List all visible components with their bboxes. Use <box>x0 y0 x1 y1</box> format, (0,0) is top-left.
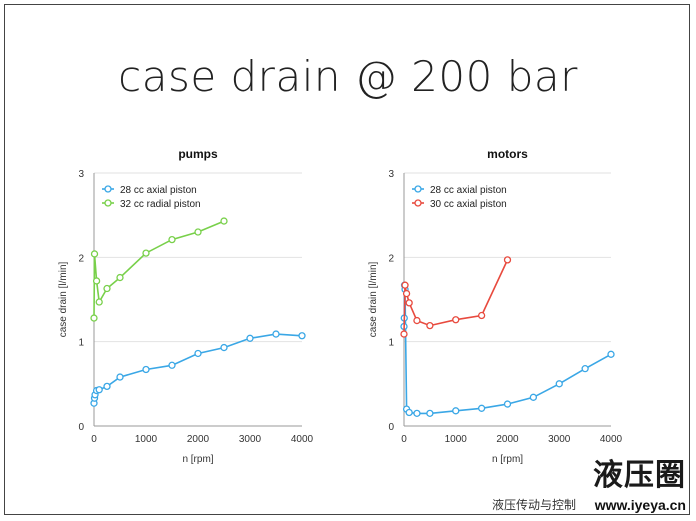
pumps-series-1-point-7 <box>168 235 176 244</box>
motors-ytick-label-2: 2 <box>388 253 394 264</box>
motors-series-line-0 <box>403 285 612 415</box>
motors-series-1-point-0 <box>400 330 408 338</box>
pumps-series-1-point-6 <box>142 249 150 257</box>
motors-series-1-point-5 <box>426 321 434 330</box>
motors-series-0-point-9 <box>477 404 486 412</box>
motors-ytick-label-3: 3 <box>388 169 394 180</box>
pumps-series-1-point-8 <box>194 228 202 236</box>
pumps-series-line-1 <box>93 220 225 319</box>
motors-series-1-point-3 <box>405 299 413 307</box>
motors-xtick-label-1: 1000 <box>445 434 468 445</box>
motors-series-0-point-12 <box>555 380 563 388</box>
pumps-xtick-label-3: 3000 <box>239 434 262 445</box>
motors-series-0-point-7 <box>426 409 434 418</box>
pumps-series-1-point-0 <box>90 314 98 322</box>
pumps-xtick-label-0: 0 <box>91 434 97 445</box>
motors-y-axis-label: case drain [l/min] <box>368 261 379 337</box>
pumps-series-1-point-5 <box>116 273 124 282</box>
pumps-series-1-point-2 <box>92 277 101 285</box>
motors-series-1-point-2 <box>402 289 411 298</box>
pumps-series-0-point-6 <box>116 373 124 381</box>
pumps-series-1-point-1 <box>90 250 99 258</box>
motors-xtick-label-4: 4000 <box>600 434 623 445</box>
pumps-x-axis-label: n [rpm] <box>182 454 213 465</box>
pumps-series-0-point-10 <box>220 343 228 352</box>
motors-series-0-point-8 <box>452 407 460 415</box>
watermark: 液压圈 <box>593 461 686 491</box>
pumps-y-axis-label: case drain [l/min] <box>58 261 69 337</box>
watermark-logo: 液压圈 <box>593 458 686 493</box>
motors-series-1-point-1 <box>401 281 409 289</box>
pumps-series-1-point-4 <box>103 284 111 293</box>
motors-chart-title: motors <box>487 147 528 161</box>
motors-series-0-point-13 <box>581 365 589 373</box>
pumps-series-0-point-9 <box>194 349 202 358</box>
motors-legend-label-1: 30 cc axial piston <box>430 199 507 210</box>
pumps-xtick-label-4: 4000 <box>291 434 314 445</box>
pumps-series-0-point-7 <box>142 365 150 374</box>
pumps-series-0-point-5 <box>103 382 111 391</box>
motors-legend-label-0: 28 cc axial piston <box>430 185 507 196</box>
motors-series-0-point-14 <box>607 350 615 358</box>
motors-series-0-point-11 <box>529 393 538 401</box>
motors-xtick-label-2: 2000 <box>496 434 519 445</box>
pumps-series-line-0 <box>93 333 303 404</box>
pumps-legend-label-1: 32 cc radial piston <box>120 199 201 210</box>
motors-x-axis-label: n [rpm] <box>492 454 523 465</box>
pumps-legend-marker-1 <box>104 199 112 207</box>
motors-legend-marker-0 <box>414 185 422 193</box>
motors-xtick-label-0: 0 <box>401 434 407 445</box>
pumps-series-1-point-9 <box>220 217 228 225</box>
pumps-ytick-label-2: 2 <box>78 253 84 264</box>
motors-legend-marker-1 <box>414 199 422 207</box>
pumps-series-0-point-8 <box>168 361 176 369</box>
motors-series-0-point-5 <box>405 408 413 417</box>
pumps-series-0-point-4 <box>95 386 103 394</box>
pumps-ytick-label-3: 3 <box>78 169 84 180</box>
pumps-series-0-point-13 <box>298 332 306 340</box>
pumps-ytick-label-0: 0 <box>78 422 84 433</box>
motors-ytick-label-0: 0 <box>388 422 394 433</box>
watermark-url: www.iyeya.cn <box>594 497 686 513</box>
motors-ytick-label-1: 1 <box>388 338 394 349</box>
pumps-series-0-point-12 <box>272 330 280 338</box>
motors-series-1-point-8 <box>503 256 512 264</box>
pumps-legend-marker-0 <box>104 185 112 193</box>
pumps-chart-title: pumps <box>178 147 218 161</box>
slide-frame <box>4 4 690 515</box>
watermark-subtitle: 液压传动与控制 <box>491 498 576 512</box>
pumps-xtick-label-1: 1000 <box>135 434 158 445</box>
pumps-xtick-label-2: 2000 <box>187 434 210 445</box>
motors-series-1-point-4 <box>413 316 421 325</box>
pumps-series-0-point-11 <box>246 334 254 342</box>
motors-series-1-point-7 <box>477 311 486 320</box>
pumps-series-1-point-3 <box>95 298 103 306</box>
motors-series-0-point-6 <box>413 409 421 418</box>
pumps-legend-label-0: 28 cc axial piston <box>120 185 197 196</box>
motors-series-0-point-10 <box>503 400 512 408</box>
motors-series-1-point-6 <box>452 316 460 324</box>
pumps-ytick-label-1: 1 <box>78 338 84 349</box>
slide-title: case drain @ 200 bar <box>118 52 578 101</box>
motors-xtick-label-3: 3000 <box>548 434 571 445</box>
